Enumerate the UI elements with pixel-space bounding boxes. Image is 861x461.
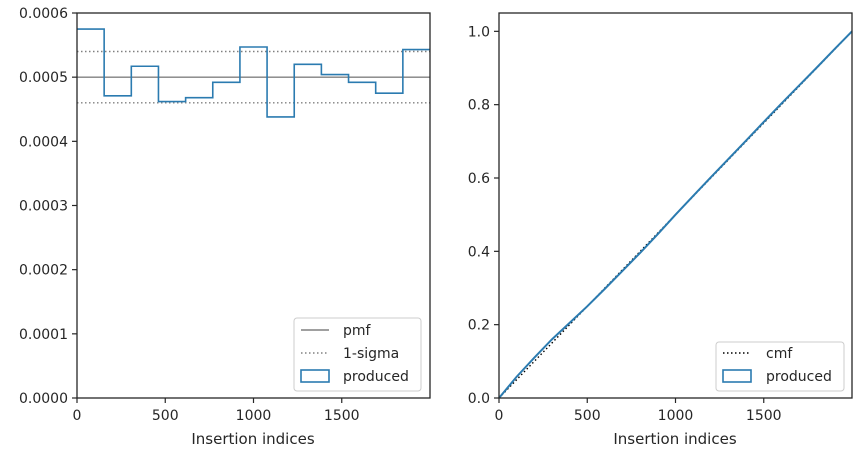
legend-pmf-label: pmf [343,323,372,339]
pmf-reference-lines [77,50,430,104]
legend-cmf-label: cmf [766,346,793,362]
ytick-label: 0.0003 [19,199,68,215]
ytick-label: 0.6 [468,171,490,187]
xtick-label: 1000 [236,408,272,424]
pmf-panel: 0 500 1000 1500 0.0000 0.0001 0.0002 0.0003 0.00… [19,6,431,448]
cmf-legend: cmf produced [715,341,845,392]
ytick-label: 0.0001 [19,327,68,343]
legend-produced-label: produced [343,369,409,385]
ytick-label: 0.2 [468,318,490,334]
ytick-label: 0.0002 [19,263,68,279]
pmf-axes-frame [76,12,431,399]
ytick-label: 1.0 [468,24,490,40]
cmf-axis-ticks: 0 500 1000 1500 0.0 0.2 0.4 0.6 0.8 1.0 [468,24,782,424]
pmf-legend-box [293,317,422,392]
xtick-label: 1500 [324,408,360,424]
cmf-panel: 0 500 1000 1500 0.0 0.2 0.4 0.6 0.8 1.0 Insertion… [468,12,853,448]
legend-cmf-produced-swatch [722,369,752,383]
pmf-legend: pmf 1-sigma produced [293,317,422,392]
xtick-label: 0 [495,408,504,424]
pmf-xlabel: Insertion indices [191,430,314,448]
xtick-label: 0 [73,408,82,424]
cmf-xlabel: Insertion indices [613,430,736,448]
ytick-label: 0.0004 [19,134,68,150]
xtick-label: 500 [574,408,601,424]
ytick-label: 0.8 [468,98,490,114]
cmf-legend-box [715,341,845,392]
ytick-label: 0.0005 [19,70,68,86]
legend-cmf-produced-label: produced [766,369,832,385]
ytick-label: 0.0000 [19,391,68,407]
ytick-label: 0.0 [468,391,490,407]
legend-produced-swatch [300,369,330,383]
ytick-label: 0.0006 [19,6,68,22]
xtick-label: 1000 [658,408,694,424]
xtick-label: 500 [152,408,179,424]
cmf-axes-frame [498,12,853,399]
cmf-produced-line [498,30,853,399]
ytick-label: 0.4 [468,244,490,260]
pmf-produced-step [77,28,430,118]
xtick-label: 1500 [746,408,782,424]
pmf-axis-ticks: 0 500 1000 1500 0.0000 0.0001 0.0002 0.0003 0.00… [19,6,360,424]
legend-sigma-label: 1-sigma [343,346,399,362]
